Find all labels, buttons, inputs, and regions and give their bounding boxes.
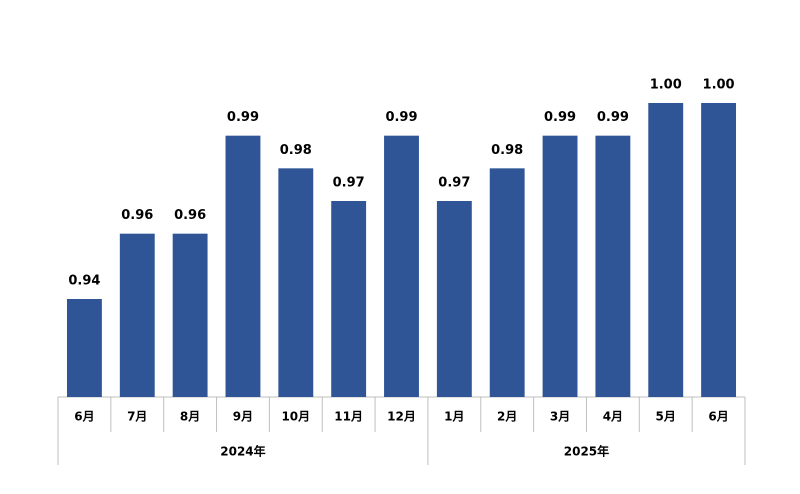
value-label: 0.99 [227, 110, 259, 125]
x-tick-label: 11月 [334, 410, 363, 424]
x-tick-label: 7月 [127, 410, 147, 424]
value-label: 0.97 [333, 176, 365, 191]
value-label: 0.98 [280, 143, 312, 158]
value-label: 0.94 [68, 274, 100, 289]
bar [66, 299, 102, 397]
value-label: 1.00 [650, 78, 682, 93]
value-label: 0.99 [385, 110, 417, 125]
x-tick-label: 10月 [281, 410, 310, 424]
value-label: 0.99 [544, 110, 576, 125]
bar [384, 135, 419, 397]
x-tick-label: 4月 [603, 410, 623, 424]
x-tick-label: 6月 [74, 410, 94, 424]
x-tick-label: 6月 [708, 410, 728, 424]
bar [701, 103, 737, 397]
x-tick-label: 9月 [233, 410, 253, 424]
x-tick-label: 1月 [444, 410, 464, 424]
bar [278, 168, 314, 397]
x-tick-label: 3月 [550, 410, 570, 424]
bar [172, 233, 208, 397]
value-label: 0.98 [491, 143, 523, 158]
value-label: 0.96 [121, 208, 153, 223]
bar [595, 135, 631, 397]
value-label: 0.99 [597, 110, 629, 125]
bar [436, 201, 472, 397]
bar [489, 168, 525, 397]
bar [225, 135, 261, 397]
bar [331, 201, 367, 397]
bar [648, 103, 684, 397]
value-label: 0.96 [174, 208, 206, 223]
group-label: 2025年 [564, 444, 609, 459]
x-tick-label: 8月 [180, 410, 200, 424]
value-label: 1.00 [703, 78, 735, 93]
x-tick-label: 5月 [656, 410, 676, 424]
x-tick-label: 2月 [497, 410, 517, 424]
bar [119, 233, 155, 397]
x-tick-label: 12月 [387, 410, 416, 424]
group-label: 2024年 [220, 444, 265, 459]
bar [542, 135, 578, 397]
value-label: 0.97 [438, 176, 470, 191]
